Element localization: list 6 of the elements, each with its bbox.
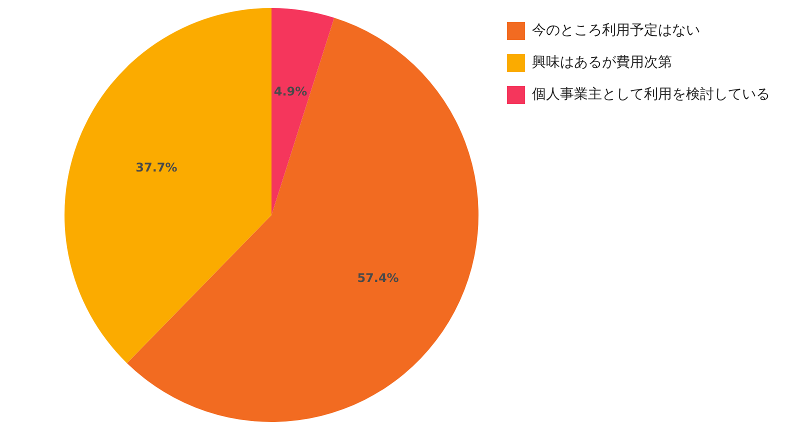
legend-label: 今のところ利用予定はない	[532, 22, 700, 39]
legend-label: 興味はあるが費用次第	[532, 54, 672, 71]
data-label: 37.7%	[136, 160, 178, 174]
data-label: 57.4%	[357, 271, 399, 286]
data-label: 4.9%	[274, 84, 308, 98]
legend-label: 個人事業主として利用を検討している	[532, 86, 770, 103]
